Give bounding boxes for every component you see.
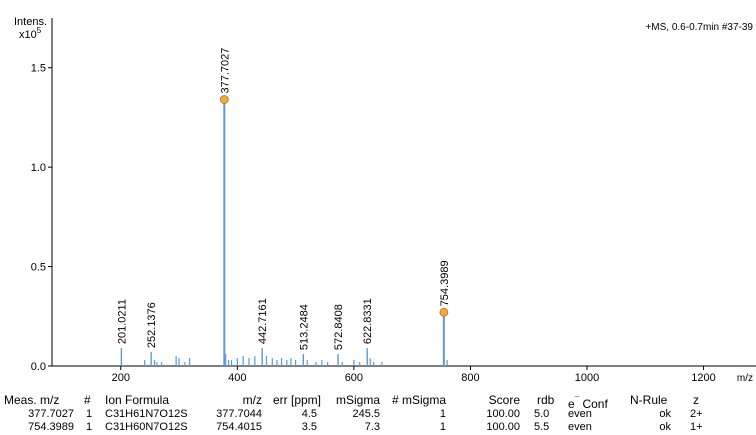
peak-label: 252.1376: [146, 302, 158, 348]
x-tick-label: 800: [461, 372, 479, 384]
header-meas-mz: Meas. m/z: [4, 393, 60, 407]
row1-ion-formula: C31H61N7O12S: [105, 408, 188, 420]
x-tick-label: 1200: [691, 372, 715, 384]
row2-n-rule: ok: [659, 421, 671, 433]
header-msigma: mSigma: [335, 393, 380, 407]
row1-n-rule: ok: [659, 408, 671, 420]
peak-marker: [219, 95, 229, 104]
header-err-ppm: err [ppm]: [272, 393, 321, 407]
row1-num-msigma: 1: [439, 408, 446, 420]
peak-label: 201.0211: [116, 299, 128, 344]
x-tick-label: 600: [345, 372, 363, 384]
peak-label: 754.3989: [439, 260, 451, 306]
row2-mz: 754.4015: [216, 421, 262, 433]
row2-e-conf: even: [568, 421, 592, 433]
labeled-peaks: 201.0211 252.1376 377.7027 442.7161 513.2484…: [116, 48, 451, 366]
row1-mz: 377.7044: [216, 408, 262, 420]
x-axis-unit: m/z: [737, 373, 753, 384]
peak-label: 377.7027: [219, 48, 231, 94]
header-e-conf: e¯ Conf: [568, 396, 608, 411]
peak-label: 442.7161: [257, 298, 269, 344]
row2-meas-mz: 754.3989: [28, 421, 74, 433]
peak-marker: [439, 307, 449, 317]
minor-peaks: [144, 354, 448, 366]
row1-e-conf: even: [568, 408, 592, 420]
x-tick-label: 200: [112, 372, 130, 384]
row2-ion-formula: C31H60N7O12S: [105, 421, 188, 433]
header-score: Score: [488, 393, 520, 407]
peak-label: 572.8408: [333, 304, 345, 350]
y-tick-label: 0.5: [31, 262, 46, 274]
y-axis-scale: x105: [19, 26, 42, 41]
y-tick-label: 1.5: [31, 63, 46, 75]
y-tick-label: 0.0: [31, 361, 46, 373]
header-num-msigma: # mSigma: [391, 393, 446, 407]
row1-z: 2+: [690, 408, 703, 420]
y-ticks: 0.0 0.5 1.0 1.5: [31, 63, 52, 373]
formula-results-table: Meas. m/z # Ion Formula m/z err [ppm] mS…: [0, 394, 756, 434]
y-axis-label: Intens.: [14, 16, 47, 28]
row1-number: 1: [86, 408, 93, 420]
row2-num-msigma: 1: [439, 421, 446, 433]
row2-z: 1+: [690, 421, 703, 433]
header-n-rule: N-Rule: [630, 393, 668, 407]
y-tick-label: 1.0: [31, 162, 46, 174]
peak-label: 622.8331: [362, 298, 374, 344]
peak-label: 513.2484: [298, 304, 310, 350]
header-ion-formula: Ion Formula: [105, 393, 170, 407]
row2-msigma: 7.3: [364, 421, 380, 433]
scan-info: +MS, 0.6-0.7min #37-39: [645, 22, 753, 33]
row2-err-ppm: 3.5: [301, 421, 317, 433]
row1-score: 100.00: [486, 408, 520, 420]
header-number: #: [84, 393, 91, 407]
x-tick-label: 1000: [575, 372, 599, 384]
row2-rdb: 5.5: [534, 421, 550, 433]
header-z: z: [693, 393, 699, 407]
header-rdb: rdb: [537, 393, 555, 407]
row2-score: 100.00: [486, 421, 520, 433]
row1-err-ppm: 4.5: [301, 408, 317, 420]
x-tick-label: 400: [228, 372, 246, 384]
header-mz: m/z: [242, 393, 262, 407]
row1-meas-mz: 377.7027: [28, 408, 74, 420]
x-ticks: 200 400 600 800 1000 1200: [112, 366, 716, 384]
y-axis-scale-exponent: 5: [37, 26, 42, 35]
mass-spectrum-chart: Intens. x105 +MS, 0.6-0.7min #37-39 m/z …: [14, 16, 756, 384]
row1-msigma: 245.5: [352, 408, 380, 420]
row1-rdb: 5.0: [534, 408, 550, 420]
row2-number: 1: [86, 421, 93, 433]
